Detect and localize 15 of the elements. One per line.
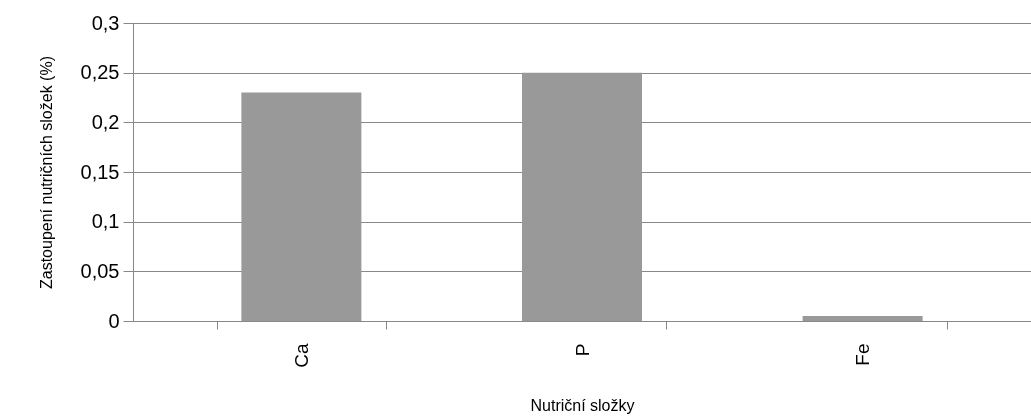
x-tick-label: Ca bbox=[290, 343, 312, 368]
y-tick-label: 0,2 bbox=[91, 110, 120, 133]
x-axis-title: Nutriční složky bbox=[530, 396, 635, 414]
y-tick-label: 0,25 bbox=[80, 61, 120, 84]
bar bbox=[802, 316, 923, 321]
bar bbox=[241, 92, 362, 321]
y-axis-title: Zastoupení nutričních složek (%) bbox=[37, 56, 55, 289]
x-tick-label: P bbox=[571, 343, 593, 357]
y-tick-label: 0,15 bbox=[80, 160, 120, 183]
y-tick-label: 0 bbox=[108, 309, 120, 332]
y-tick-label: 0,1 bbox=[91, 210, 120, 233]
y-tick-label: 0,05 bbox=[80, 259, 120, 282]
x-tick-label: Fe bbox=[852, 343, 874, 366]
y-tick-label: 0,3 bbox=[91, 11, 120, 34]
bar bbox=[522, 72, 642, 321]
